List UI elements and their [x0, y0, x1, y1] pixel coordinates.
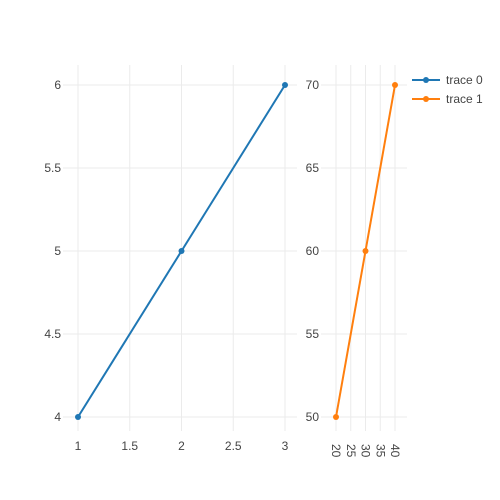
legend-marker-swatch — [423, 96, 429, 102]
data-point[interactable] — [282, 82, 288, 88]
legend-label: trace 0 — [446, 73, 483, 87]
y-tick-label: 4.5 — [44, 327, 61, 341]
y-tick-label: 50 — [306, 410, 320, 424]
data-point[interactable] — [333, 414, 339, 420]
y-tick-label: 55 — [306, 327, 320, 341]
x-tick-label: 2 — [178, 439, 185, 453]
x-tick-label: 25 — [344, 444, 358, 458]
data-point[interactable] — [178, 248, 185, 254]
x-tick-label: 35 — [373, 444, 387, 458]
legend-item[interactable]: trace 0 — [412, 73, 483, 87]
legend[interactable]: trace 0 trace 1 — [412, 73, 483, 106]
y-tick-label: 70 — [306, 78, 320, 92]
y-tick-label: 6 — [54, 78, 61, 92]
data-point[interactable] — [362, 248, 369, 254]
x-tick-label: 1 — [75, 439, 82, 453]
y-tick-label: 65 — [306, 161, 320, 175]
right-subplot: 50 55 60 65 70 20 25 30 35 40 — [306, 65, 407, 458]
y-tick-label: 4 — [54, 410, 61, 424]
left-subplot: 4 4.5 5 5.5 6 1 1.5 2 2.5 3 — [44, 65, 297, 453]
legend-item[interactable]: trace 1 — [412, 92, 483, 106]
x-tick-label: 30 — [359, 444, 373, 458]
y-tick-label: 5.5 — [44, 161, 61, 175]
x-tick-label: 20 — [329, 444, 343, 458]
data-point[interactable] — [75, 414, 81, 420]
x-tick-label: 1.5 — [121, 439, 138, 453]
legend-label: trace 1 — [446, 92, 483, 106]
legend-marker-swatch — [423, 77, 429, 83]
x-tick-label: 2.5 — [225, 439, 242, 453]
y-tick-label: 60 — [306, 244, 320, 258]
y-tick-label: 5 — [54, 244, 61, 258]
x-tick-label: 40 — [388, 444, 402, 458]
data-point[interactable] — [392, 82, 398, 88]
x-tick-label: 3 — [282, 439, 289, 453]
